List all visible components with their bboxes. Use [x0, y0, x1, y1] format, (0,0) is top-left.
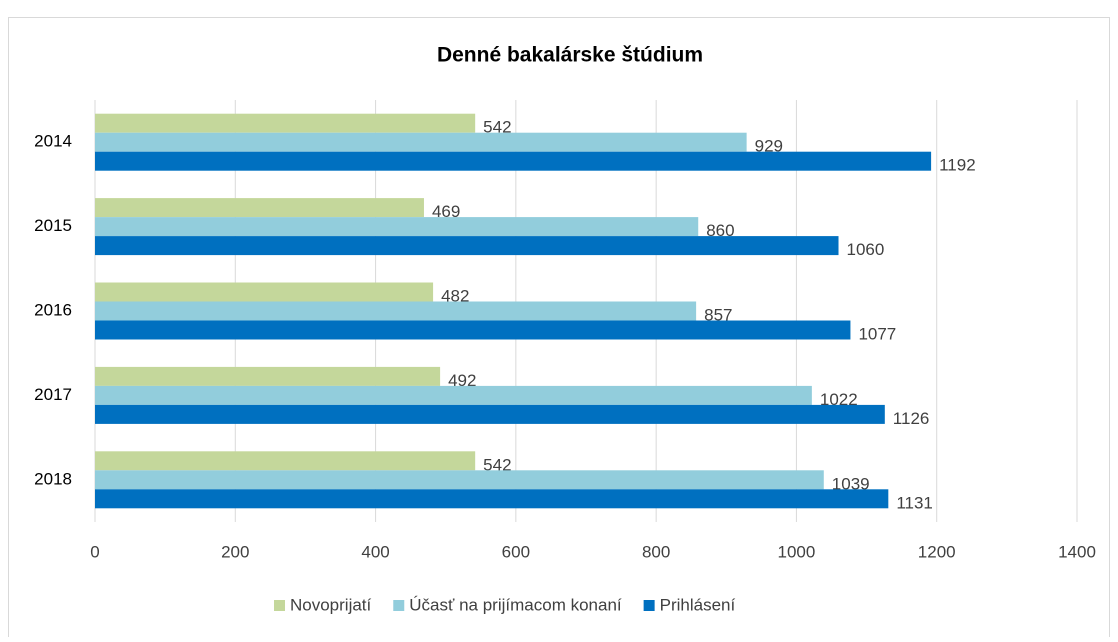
- x-tick-label: 400: [361, 542, 389, 561]
- bar: [95, 470, 824, 490]
- data-label: 1192: [939, 156, 976, 175]
- data-label: 860: [706, 221, 734, 240]
- x-tick-label: 800: [642, 542, 670, 561]
- legend-label: Novoprijatí: [290, 595, 372, 614]
- legend-swatch: [274, 600, 285, 611]
- legend-label: Prihlásení: [660, 595, 736, 614]
- bar: [95, 404, 885, 424]
- legend-swatch: [643, 600, 655, 611]
- bar: [95, 366, 441, 386]
- data-label: 482: [441, 286, 469, 305]
- data-label: 857: [704, 305, 732, 324]
- bar: [95, 217, 699, 237]
- bar: [95, 236, 839, 256]
- x-tick-label: 1000: [778, 542, 816, 561]
- bar: [95, 198, 424, 218]
- data-label: 542: [483, 455, 511, 474]
- data-label: 1022: [820, 390, 858, 409]
- data-label: 542: [483, 118, 511, 137]
- data-label: 492: [448, 371, 476, 390]
- data-label: 1126: [893, 409, 930, 428]
- legend-swatch: [393, 600, 405, 611]
- data-label: 929: [755, 137, 783, 156]
- y-tick-label: 2018: [34, 469, 72, 488]
- bar: [95, 132, 747, 152]
- data-label: 469: [432, 202, 460, 221]
- x-tick-label: 600: [502, 542, 530, 561]
- x-tick-label: 0: [90, 542, 99, 561]
- bar: [95, 301, 697, 321]
- chart-title: Denné bakalárske štúdium: [437, 44, 703, 67]
- bar: [95, 113, 476, 133]
- y-tick-label: 2016: [34, 300, 72, 319]
- bar: [95, 451, 476, 471]
- legend-label: Účasť na prijímacom konaní: [409, 595, 622, 614]
- x-tick-label: 200: [221, 542, 249, 561]
- y-tick-label: 2014: [34, 132, 72, 151]
- data-label: 1039: [832, 474, 870, 493]
- x-tick-label: 1400: [1058, 542, 1096, 561]
- bar: [95, 385, 812, 405]
- bar: [95, 320, 851, 340]
- y-tick-label: 2017: [34, 385, 72, 404]
- bar: [95, 489, 889, 509]
- y-tick-label: 2015: [34, 216, 72, 235]
- data-label: 1131: [896, 493, 933, 512]
- bar: [95, 151, 932, 171]
- data-label: 1060: [847, 240, 885, 259]
- data-label: 1077: [858, 324, 896, 343]
- bar: [95, 282, 434, 302]
- x-tick-label: 1200: [918, 542, 956, 561]
